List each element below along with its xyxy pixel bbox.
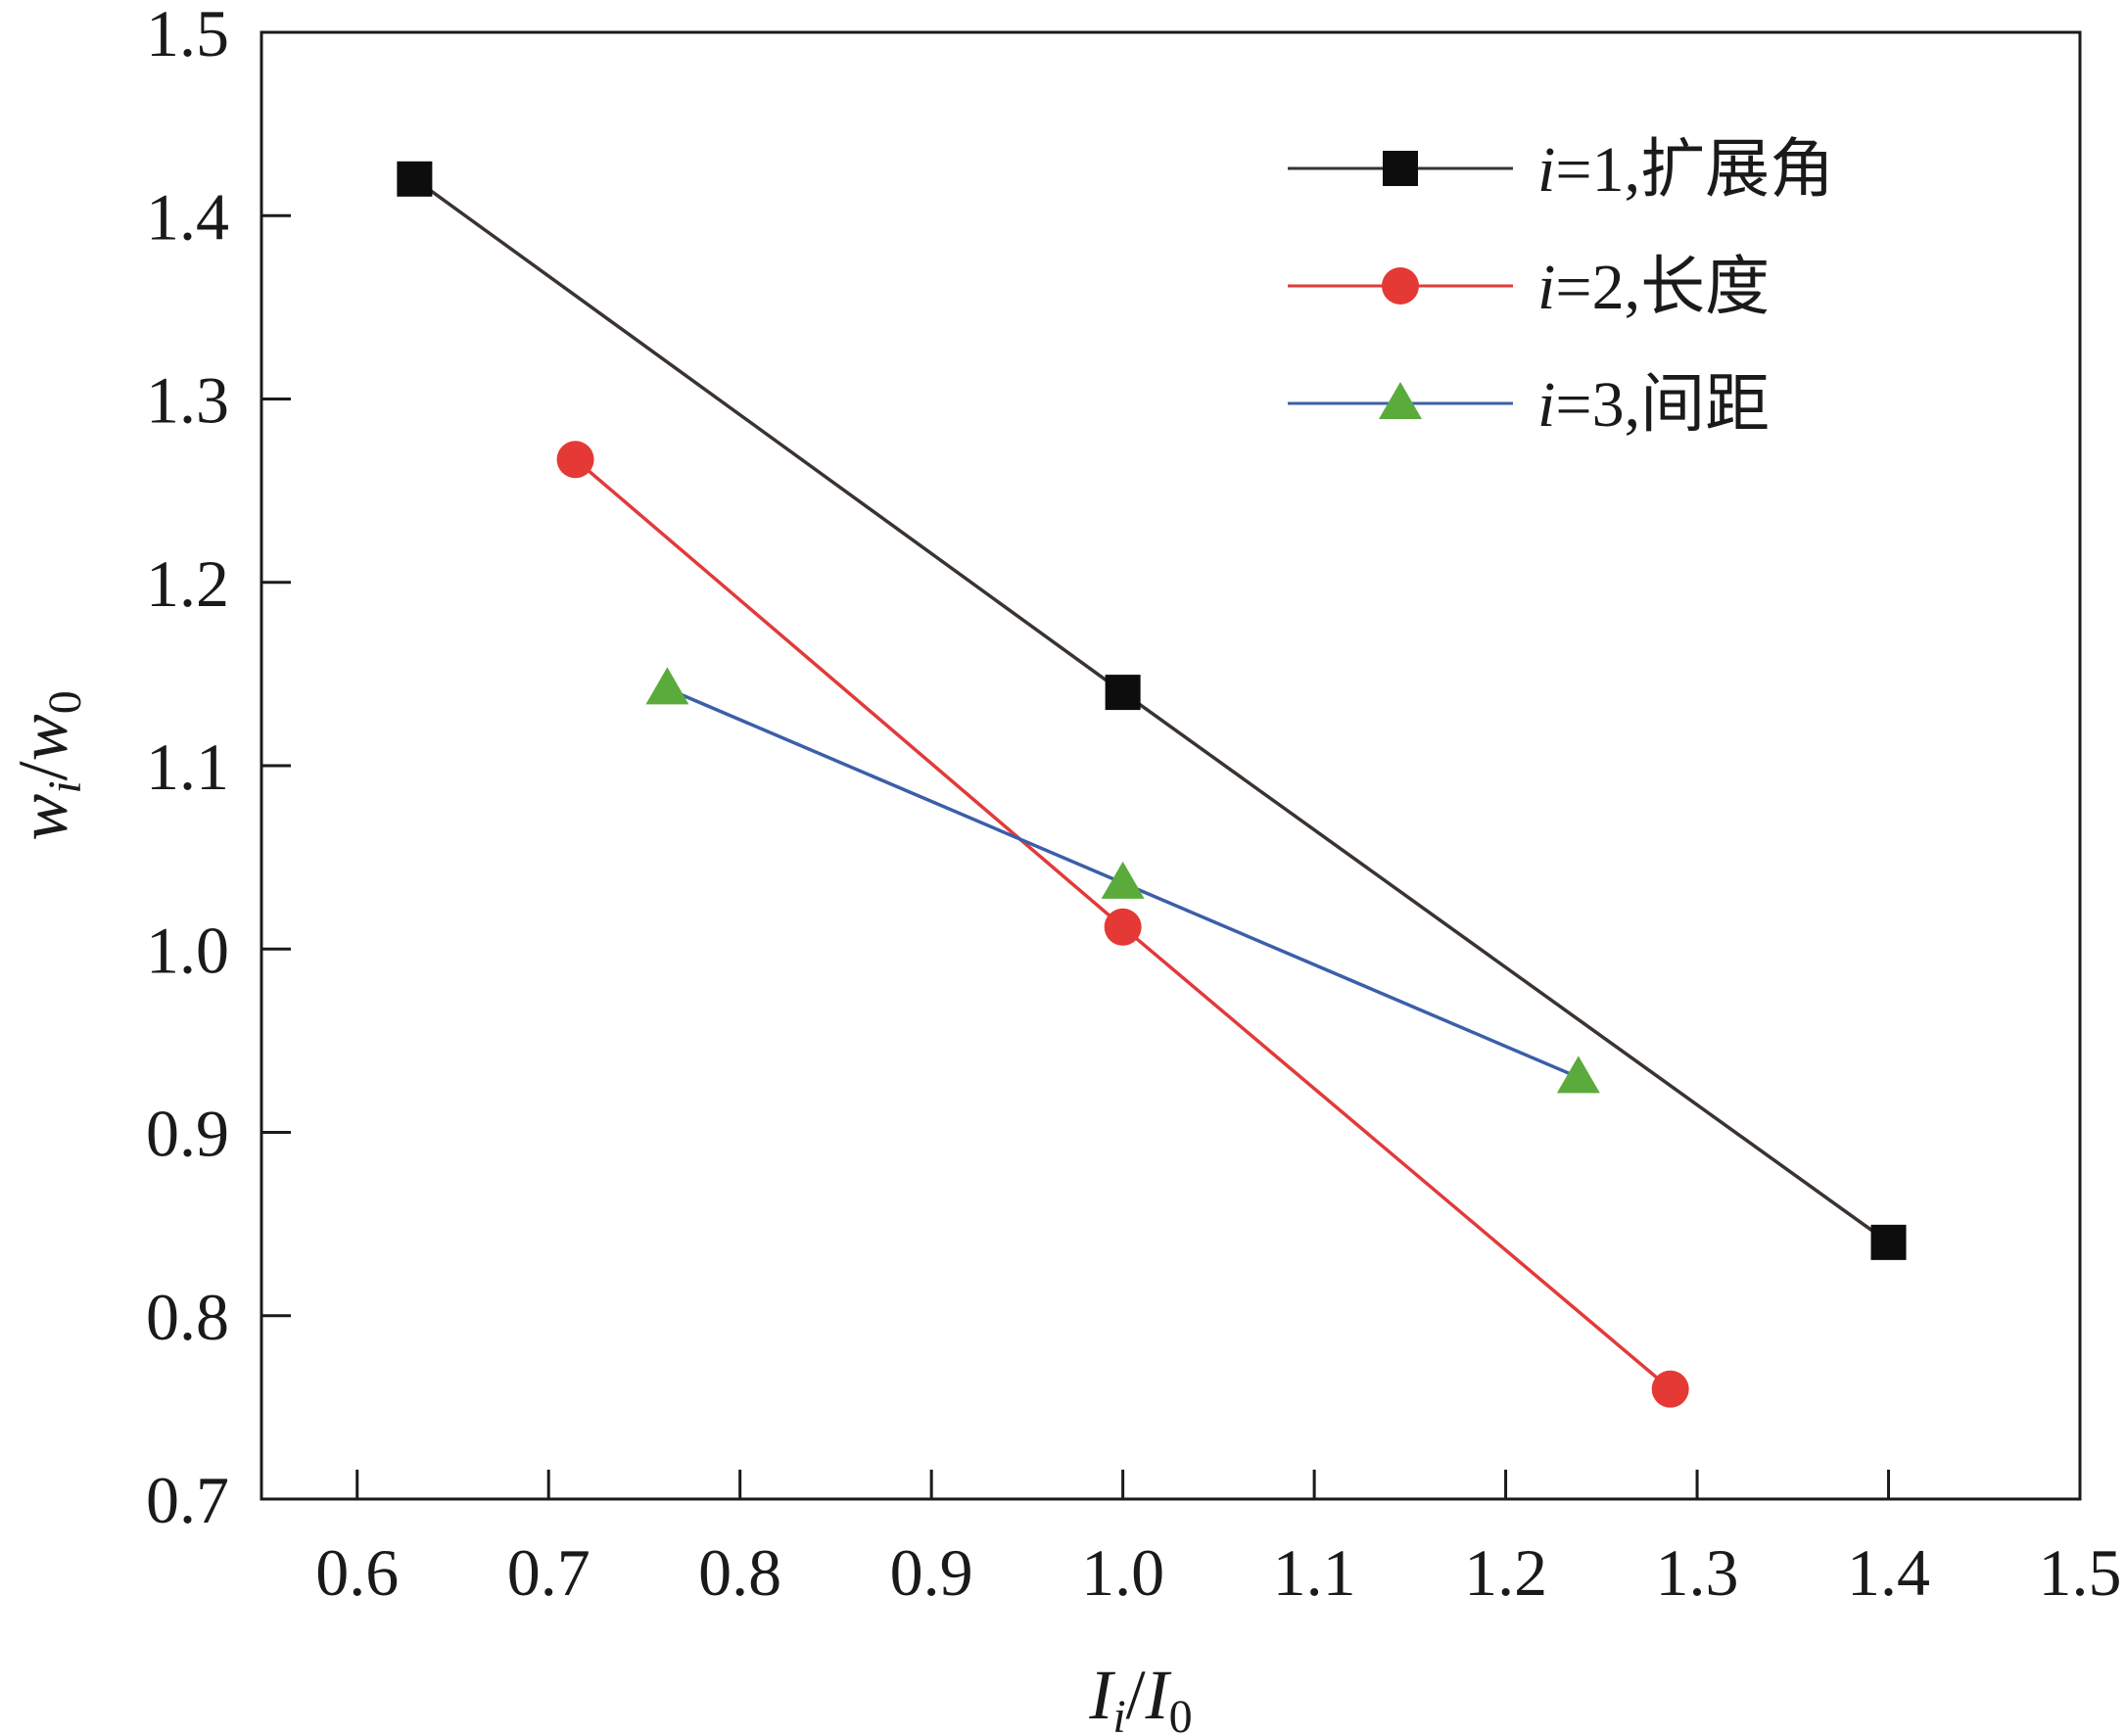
legend: i=1,扩展角 i=2,长度 i=3,间距 xyxy=(1288,134,1834,441)
x-tick-label: 1.3 xyxy=(1656,1535,1739,1610)
y-tick-label: 1.1 xyxy=(146,729,229,804)
y-tick-label: 1.2 xyxy=(146,546,229,621)
legend-label-series-1: i=1,扩展角 xyxy=(1537,134,1834,206)
x-tick-label: 1.0 xyxy=(1081,1535,1164,1610)
data-point-triangle xyxy=(645,667,689,705)
legend-marker-square xyxy=(1383,151,1418,186)
y-axis-label: wi/w0 xyxy=(4,690,91,840)
y-tick-label: 0.9 xyxy=(146,1097,229,1171)
y-axis-ticks: 0.7 0.8 0.9 1.0 1.1 1.2 1.3 1.4 1.5 xyxy=(146,0,291,1537)
plot-frame xyxy=(260,30,2082,1501)
data-point-square xyxy=(1870,1224,1907,1260)
x-tick-label: 1.1 xyxy=(1273,1535,1356,1610)
data-point-circle xyxy=(556,441,594,479)
y-tick-label: 1.3 xyxy=(146,363,229,438)
x-tick-label: 0.6 xyxy=(315,1535,399,1610)
legend-entry-series-1: i=1,扩展角 xyxy=(1288,134,1834,206)
x-tick-label: 1.2 xyxy=(1464,1535,1547,1610)
y-tick-label: 0.7 xyxy=(146,1463,229,1537)
series-layer xyxy=(397,161,1907,1408)
legend-entry-series-3: i=3,间距 xyxy=(1288,369,1770,441)
data-point-triangle xyxy=(1101,861,1145,899)
x-tick-label: 1.5 xyxy=(2039,1535,2122,1610)
x-axis-ticks: 0.6 0.7 0.8 0.9 1.0 1.1 1.2 1.3 1.4 1.5 xyxy=(315,1470,2122,1610)
x-tick-label: 0.9 xyxy=(890,1535,973,1610)
legend-label-series-3: i=3,间距 xyxy=(1537,369,1770,441)
data-point-triangle xyxy=(1556,1056,1600,1094)
data-point-square xyxy=(1105,675,1141,711)
y-tick-label: 0.8 xyxy=(146,1280,229,1354)
x-tick-label: 0.7 xyxy=(507,1535,590,1610)
legend-entry-series-2: i=2,长度 xyxy=(1288,252,1770,323)
y-tick-label: 1.4 xyxy=(146,179,229,254)
x-axis-label: Ii/I0 xyxy=(1088,1656,1192,1736)
data-point-square xyxy=(397,161,433,197)
x-tick-label: 1.4 xyxy=(1847,1535,1930,1610)
data-point-circle xyxy=(1651,1370,1689,1408)
x-tick-label: 0.8 xyxy=(698,1535,781,1610)
y-tick-label: 1.0 xyxy=(146,913,229,987)
legend-marker-circle xyxy=(1382,267,1419,305)
series-line-1 xyxy=(413,177,1890,1244)
data-point-circle xyxy=(1104,908,1142,946)
y-tick-label: 1.5 xyxy=(146,0,229,70)
legend-marker-triangle xyxy=(1379,382,1422,419)
legend-label-series-2: i=2,长度 xyxy=(1537,252,1770,323)
